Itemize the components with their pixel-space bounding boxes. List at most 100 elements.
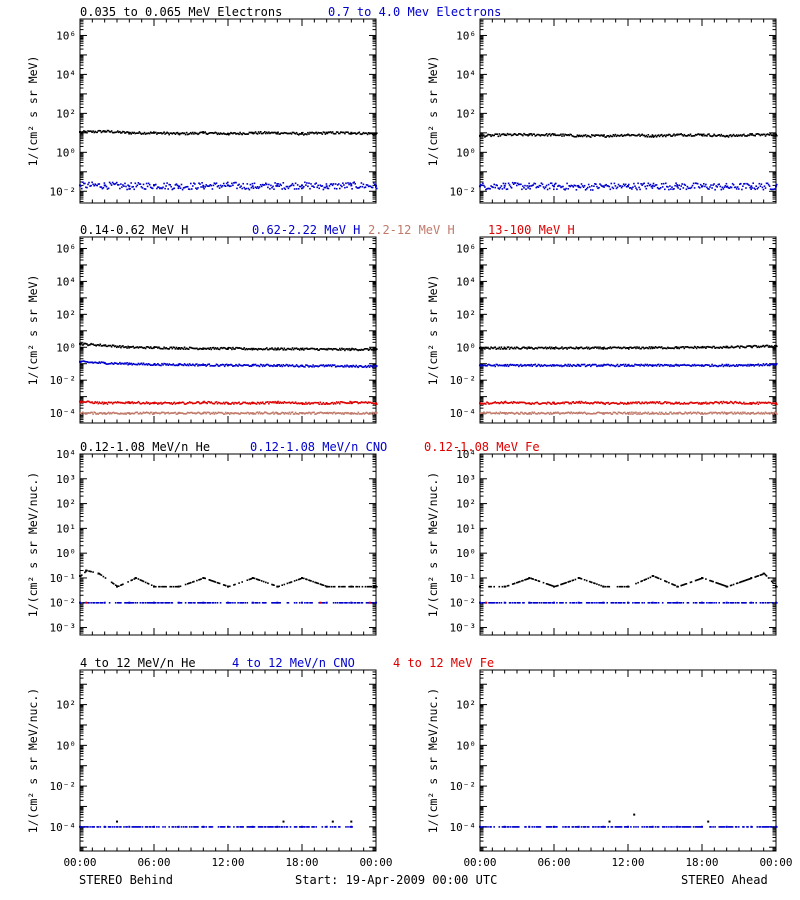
data-point [742, 402, 744, 405]
data-point [105, 363, 108, 365]
data-point [713, 364, 715, 367]
data-point [251, 182, 254, 185]
data-point [724, 135, 727, 138]
data-point [505, 134, 508, 137]
data-point [741, 188, 743, 191]
data-point [247, 187, 250, 190]
data-point [158, 585, 160, 588]
data-point [624, 412, 627, 415]
data-point [544, 402, 547, 404]
data-point [511, 363, 514, 366]
data-point [520, 363, 522, 366]
data-point [284, 349, 287, 351]
data-point [321, 403, 324, 405]
data-point [605, 183, 607, 186]
data-point [295, 188, 298, 190]
data-point [155, 411, 157, 414]
data-point [651, 412, 654, 415]
data-point [288, 364, 291, 366]
data-point [605, 347, 607, 350]
data-point [734, 186, 737, 188]
data-point [293, 365, 296, 368]
data-point [540, 134, 543, 136]
data-point [93, 344, 95, 346]
data-point [511, 412, 514, 414]
data-point [250, 578, 253, 580]
legend-entry: 0.14-0.62 MeV H [80, 223, 188, 237]
data-point [623, 346, 626, 349]
data-point [179, 412, 182, 414]
data-point [576, 134, 579, 136]
data-point [211, 347, 214, 349]
data-point [618, 135, 621, 137]
data-point [212, 132, 215, 135]
data-point [91, 411, 93, 414]
data-point [116, 346, 118, 349]
data-point [638, 186, 640, 189]
data-point [184, 413, 187, 415]
data-point [692, 402, 695, 404]
data-point [597, 411, 599, 414]
data-point [86, 412, 88, 415]
data-point [671, 186, 673, 188]
data-point [656, 347, 659, 349]
data-point [206, 347, 208, 350]
data-point [713, 412, 715, 414]
data-point [361, 585, 364, 588]
data-point [201, 182, 203, 184]
data-point [274, 182, 276, 184]
data-point [96, 184, 98, 187]
data-point [643, 182, 645, 185]
data-point [209, 132, 212, 134]
data-point [606, 135, 608, 137]
data-point [168, 348, 170, 350]
y-tick-label: 10⁴ [56, 275, 76, 288]
data-point [328, 185, 331, 187]
data-point [345, 411, 347, 414]
data-point [551, 347, 554, 350]
data-point [594, 183, 596, 185]
data-point [265, 364, 267, 366]
data-point [756, 188, 759, 190]
data-point [709, 411, 711, 414]
data-point [548, 346, 551, 348]
data-point [687, 403, 690, 405]
data-point [179, 187, 182, 189]
data-point [562, 412, 564, 414]
data-point [202, 184, 205, 187]
data-point [314, 348, 316, 351]
data-point [92, 362, 94, 364]
data-point [706, 186, 708, 189]
data-point [768, 345, 771, 347]
data-point [562, 401, 564, 404]
data-point [88, 181, 90, 184]
data-point [353, 348, 355, 351]
data-point [534, 182, 537, 185]
data-point [722, 188, 725, 190]
data-point [118, 184, 120, 186]
data-point [165, 132, 167, 135]
data-point [696, 411, 699, 414]
data-point [175, 402, 178, 405]
data-point [604, 403, 606, 406]
data-point [728, 412, 731, 414]
data-point [482, 182, 484, 185]
data-point [319, 411, 322, 414]
data-point [683, 347, 686, 350]
data-point [482, 135, 484, 137]
data-point [198, 363, 200, 366]
data-point [537, 363, 540, 366]
data-point [595, 363, 597, 366]
data-point [107, 363, 110, 365]
data-point [645, 364, 648, 367]
data-point [755, 133, 757, 135]
data-point [89, 185, 91, 187]
data-point [221, 363, 224, 366]
data-point [137, 400, 140, 403]
data-point [569, 363, 571, 366]
data-point [596, 412, 598, 414]
data-point [741, 413, 743, 415]
data-point [563, 347, 565, 349]
data-point [257, 412, 260, 415]
data-point [661, 186, 664, 188]
